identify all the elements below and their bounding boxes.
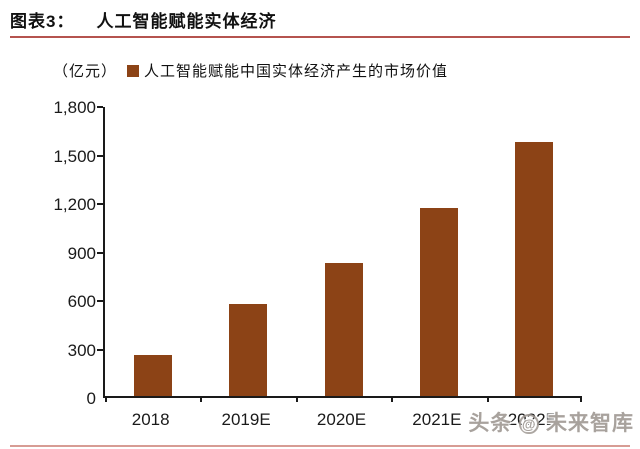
figure-header: 图表3： 人工智能赋能实体经济 bbox=[10, 7, 630, 32]
y-axis-tick bbox=[97, 251, 103, 254]
y-axis-tick-label: 1,500 bbox=[53, 146, 96, 166]
x-axis-tick bbox=[295, 396, 298, 402]
y-axis-tick bbox=[97, 106, 103, 108]
bar-2020E bbox=[324, 263, 363, 396]
figure-number-label: 图表3： bbox=[10, 12, 75, 31]
y-axis-tick bbox=[97, 203, 103, 205]
x-axis-tick bbox=[200, 396, 203, 402]
y-axis-tick-label: 900 bbox=[67, 243, 96, 263]
x-axis-tick-label: 2021E bbox=[412, 410, 462, 429]
y-axis-tick-label: 0 bbox=[86, 389, 96, 408]
y-axis-tick bbox=[97, 154, 103, 157]
x-axis-tick bbox=[486, 396, 489, 402]
y-axis-tick bbox=[97, 300, 103, 302]
bar-2018 bbox=[133, 355, 172, 396]
x-axis-tick bbox=[391, 396, 394, 402]
y-axis-tick-label: 300 bbox=[67, 340, 96, 360]
title-divider-rule bbox=[10, 36, 630, 38]
x-axis-tick-label: 2019E bbox=[221, 410, 271, 429]
watermark-suffix: 未来智库 bbox=[546, 412, 634, 435]
x-axis-tick bbox=[580, 396, 582, 402]
y-axis-tick-label: 600 bbox=[67, 292, 96, 311]
figure-title: 人工智能赋能实体经济 bbox=[96, 12, 277, 31]
x-axis-tick-label: 2018 bbox=[131, 410, 170, 429]
bar-2019E bbox=[229, 303, 268, 396]
bar-2021E bbox=[419, 208, 458, 396]
y-axis-tick-label: 1,200 bbox=[53, 195, 96, 214]
x-axis-tick bbox=[105, 396, 107, 402]
axis-unit-label: （亿元） bbox=[53, 63, 118, 80]
x-axis-tick-label: 2020E bbox=[316, 410, 367, 429]
legend-item: 人工智能赋能中国实体经济产生的市场价值 bbox=[127, 60, 448, 81]
plot-area bbox=[97, 106, 582, 402]
watermark: 头条 @ 未来智库 bbox=[468, 407, 634, 437]
legend-series-label: 人工智能赋能中国实体经济产生的市场价值 bbox=[144, 63, 449, 80]
bottom-divider-rule bbox=[10, 445, 630, 447]
watermark-at-icon: @ bbox=[519, 414, 540, 434]
bar-2022E bbox=[515, 141, 554, 396]
watermark-prefix: 头条 bbox=[468, 412, 513, 435]
y-axis-tick bbox=[97, 348, 103, 351]
legend-row: （亿元） 人工智能赋能中国实体经济产生的市场价值 bbox=[0, 60, 640, 82]
legend-swatch-icon bbox=[127, 64, 139, 77]
y-axis-tick-label: 1,800 bbox=[53, 98, 96, 117]
